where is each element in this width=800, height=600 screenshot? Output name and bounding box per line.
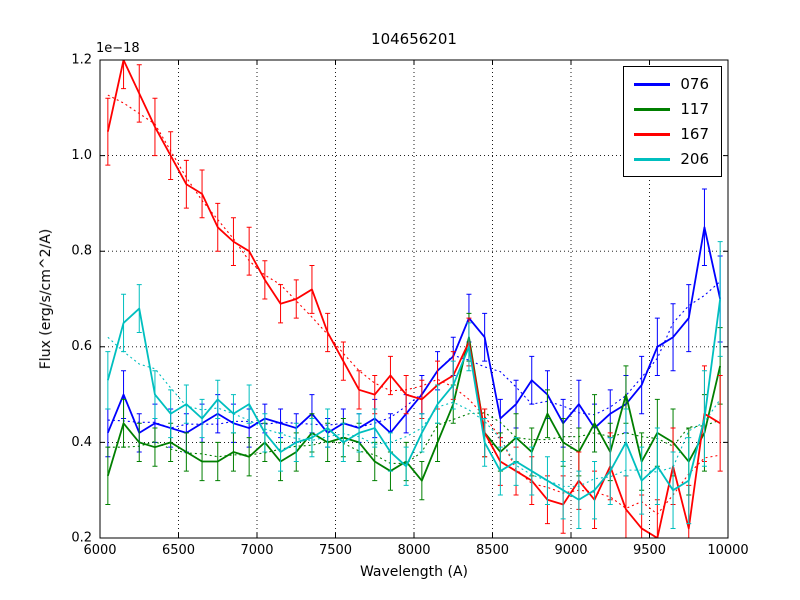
legend-entry: 076 bbox=[634, 73, 709, 95]
legend-line-swatch bbox=[634, 107, 671, 111]
y-axis-label: Flux (erg/s/cm^2/A) bbox=[38, 228, 54, 370]
legend-label: 117 bbox=[680, 100, 709, 118]
x-axis-label: Wavelength (A) bbox=[359, 564, 468, 580]
plot-title: 104656201 bbox=[371, 30, 457, 48]
legend-line-swatch bbox=[634, 82, 671, 86]
legend: 076 117 167 206 bbox=[623, 66, 722, 177]
legend-line-swatch bbox=[634, 132, 671, 136]
legend-line-swatch bbox=[634, 157, 671, 161]
legend-label: 076 bbox=[680, 75, 709, 93]
legend-entry: 167 bbox=[634, 123, 709, 145]
legend-entry: 206 bbox=[634, 148, 709, 170]
y-axis-offset-label: 1e−18 bbox=[96, 41, 140, 56]
legend-label: 206 bbox=[680, 150, 709, 168]
legend-label: 167 bbox=[680, 125, 709, 143]
legend-entry: 117 bbox=[634, 98, 709, 120]
